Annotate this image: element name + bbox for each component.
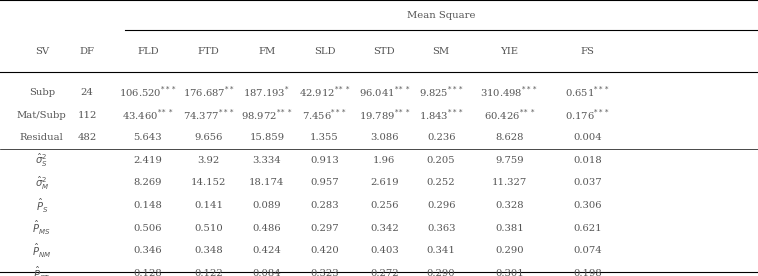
Text: Residual: Residual [20, 133, 64, 142]
Text: 15.859: 15.859 [249, 133, 284, 142]
Text: 1.843$^{\mathregular{***}}$: 1.843$^{\mathregular{***}}$ [418, 107, 464, 123]
Text: 0.621: 0.621 [573, 224, 602, 233]
Text: 19.789$^{\mathregular{***}}$: 19.789$^{\mathregular{***}}$ [359, 107, 410, 123]
Text: 0.205: 0.205 [427, 156, 456, 165]
Text: 9.656: 9.656 [194, 133, 223, 142]
Text: 2.419: 2.419 [133, 156, 162, 165]
Text: 0.328: 0.328 [495, 201, 524, 210]
Text: 14.152: 14.152 [191, 179, 226, 187]
Text: 0.957: 0.957 [310, 179, 339, 187]
Text: 0.913: 0.913 [310, 156, 339, 165]
Text: 0.486: 0.486 [252, 224, 281, 233]
Text: 0.256: 0.256 [370, 201, 399, 210]
Text: 0.084: 0.084 [252, 269, 281, 276]
Text: 0.290: 0.290 [495, 246, 524, 255]
Text: SV: SV [35, 47, 49, 55]
Text: 0.510: 0.510 [194, 224, 223, 233]
Text: $\hat{P}_S$: $\hat{P}_S$ [36, 197, 48, 215]
Text: FLD: FLD [137, 47, 158, 55]
Text: 0.306: 0.306 [573, 201, 602, 210]
Text: 0.236: 0.236 [427, 133, 456, 142]
Text: 0.148: 0.148 [133, 201, 162, 210]
Text: 0.424: 0.424 [252, 246, 281, 255]
Text: 0.128: 0.128 [133, 269, 162, 276]
Text: SM: SM [433, 47, 449, 55]
Text: 24: 24 [81, 88, 93, 97]
Text: 176.687$^{\mathregular{**}}$: 176.687$^{\mathregular{**}}$ [183, 85, 234, 100]
Text: $\hat{\sigma}^2_M$: $\hat{\sigma}^2_M$ [35, 174, 49, 192]
Text: 0.296: 0.296 [427, 201, 456, 210]
Text: 0.381: 0.381 [495, 224, 524, 233]
Text: 0.141: 0.141 [194, 201, 223, 210]
Text: FTD: FTD [198, 47, 219, 55]
Text: Mean Square: Mean Square [407, 11, 476, 20]
Text: 3.086: 3.086 [370, 133, 399, 142]
Text: 60.426$^{\mathregular{***}}$: 60.426$^{\mathregular{***}}$ [484, 107, 535, 123]
Text: SLD: SLD [314, 47, 335, 55]
Text: 0.363: 0.363 [427, 224, 456, 233]
Text: 482: 482 [77, 133, 97, 142]
Text: 0.004: 0.004 [573, 133, 602, 142]
Text: 310.498$^{\mathregular{***}}$: 310.498$^{\mathregular{***}}$ [481, 85, 538, 100]
Text: 0.198: 0.198 [573, 269, 602, 276]
Text: 0.342: 0.342 [370, 224, 399, 233]
Text: 0.037: 0.037 [573, 179, 602, 187]
Text: 0.651$^{\mathregular{***}}$: 0.651$^{\mathregular{***}}$ [565, 85, 610, 100]
Text: 3.334: 3.334 [252, 156, 281, 165]
Text: 0.252: 0.252 [427, 179, 456, 187]
Text: Mat/Subp: Mat/Subp [17, 111, 67, 120]
Text: 74.377$^{\mathregular{***}}$: 74.377$^{\mathregular{***}}$ [183, 107, 234, 123]
Text: 0.290: 0.290 [427, 269, 456, 276]
Text: FS: FS [581, 47, 594, 55]
Text: 1.355: 1.355 [310, 133, 339, 142]
Text: 18.174: 18.174 [249, 179, 284, 187]
Text: 1.96: 1.96 [373, 156, 396, 165]
Text: 7.456$^{\mathregular{***}}$: 7.456$^{\mathregular{***}}$ [302, 107, 347, 123]
Text: 0.403: 0.403 [370, 246, 399, 255]
Text: STD: STD [374, 47, 395, 55]
Text: 0.346: 0.346 [133, 246, 162, 255]
Text: 0.283: 0.283 [310, 201, 339, 210]
Text: $\hat{P}_{ST}$: $\hat{P}_{ST}$ [33, 264, 50, 276]
Text: 0.323: 0.323 [310, 269, 339, 276]
Text: 106.520$^{\mathregular{***}}$: 106.520$^{\mathregular{***}}$ [119, 85, 177, 100]
Text: YIE: YIE [500, 47, 518, 55]
Text: 11.327: 11.327 [492, 179, 527, 187]
Text: 3.92: 3.92 [197, 156, 220, 165]
Text: 0.348: 0.348 [194, 246, 223, 255]
Text: 187.193$^{\mathregular{*}}$: 187.193$^{\mathregular{*}}$ [243, 85, 290, 100]
Text: 5.643: 5.643 [133, 133, 162, 142]
Text: 0.074: 0.074 [573, 246, 602, 255]
Text: $\hat{\sigma}^2_S$: $\hat{\sigma}^2_S$ [36, 152, 48, 169]
Text: FM: FM [258, 47, 275, 55]
Text: Subp: Subp [29, 88, 55, 97]
Text: 9.825$^{\mathregular{***}}$: 9.825$^{\mathregular{***}}$ [418, 85, 464, 100]
Text: 0.420: 0.420 [310, 246, 339, 255]
Text: 0.297: 0.297 [310, 224, 339, 233]
Text: 98.972$^{\mathregular{***}}$: 98.972$^{\mathregular{***}}$ [241, 107, 293, 123]
Text: DF: DF [80, 47, 95, 55]
Text: 0.122: 0.122 [194, 269, 223, 276]
Text: 0.301: 0.301 [495, 269, 524, 276]
Text: 0.089: 0.089 [252, 201, 281, 210]
Text: 2.619: 2.619 [370, 179, 399, 187]
Text: 9.759: 9.759 [495, 156, 524, 165]
Text: 8.628: 8.628 [495, 133, 524, 142]
Text: 8.269: 8.269 [133, 179, 162, 187]
Text: 0.018: 0.018 [573, 156, 602, 165]
Text: 0.272: 0.272 [370, 269, 399, 276]
Text: 43.460$^{\mathregular{***}}$: 43.460$^{\mathregular{***}}$ [122, 107, 174, 123]
Text: 112: 112 [77, 111, 97, 120]
Text: 96.041$^{\mathregular{***}}$: 96.041$^{\mathregular{***}}$ [359, 85, 410, 100]
Text: 0.341: 0.341 [427, 246, 456, 255]
Text: 42.912$^{\mathregular{***}}$: 42.912$^{\mathregular{***}}$ [299, 85, 350, 100]
Text: $\hat{P}_{MS}$: $\hat{P}_{MS}$ [33, 219, 51, 237]
Text: 0.176$^{\mathregular{***}}$: 0.176$^{\mathregular{***}}$ [565, 107, 610, 123]
Text: $\hat{P}_{NM}$: $\hat{P}_{NM}$ [32, 242, 52, 260]
Text: 0.506: 0.506 [133, 224, 162, 233]
